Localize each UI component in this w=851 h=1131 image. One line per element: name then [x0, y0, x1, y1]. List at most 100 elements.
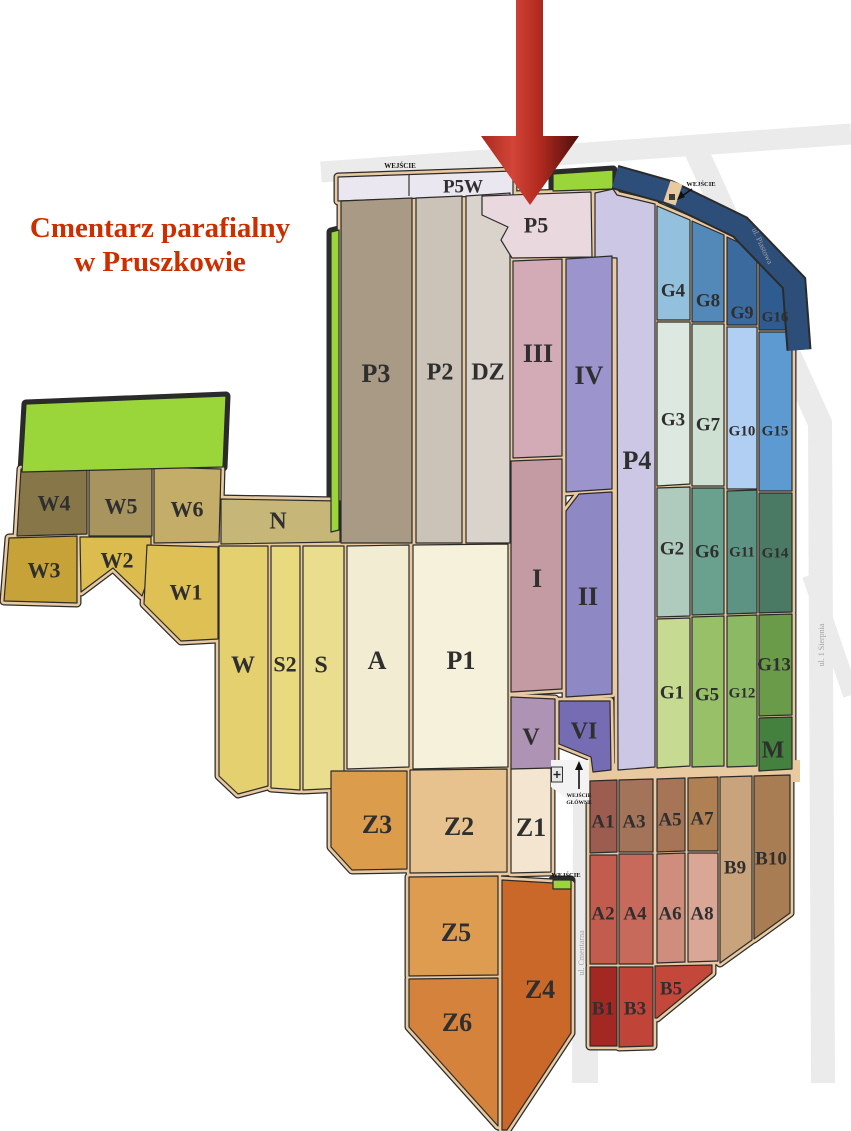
section-g7 — [691, 323, 725, 487]
section-label-a3: A3 — [622, 812, 645, 833]
section-g8 — [691, 220, 725, 323]
section-g15 — [758, 331, 793, 492]
section-label-g12: G12 — [729, 685, 756, 701]
section-g11 — [726, 489, 758, 615]
section-z1 — [510, 767, 552, 874]
section-label-dz: DZ — [471, 359, 504, 385]
green-strip-south — [552, 879, 572, 890]
section-label-p3: P3 — [362, 359, 391, 388]
section-b10 — [753, 774, 791, 940]
section-a5 — [656, 777, 686, 853]
section-label-b10: B10 — [755, 849, 787, 870]
section-s2 — [270, 545, 301, 791]
page-title-line2: w Pruszkowie — [74, 246, 246, 278]
section-label-w: W — [231, 652, 255, 678]
section-label-z6: Z6 — [442, 1008, 472, 1037]
section-label-g7: G7 — [696, 415, 721, 436]
section-fills — [3, 169, 793, 1131]
section-label-p5w: P5W — [443, 177, 483, 198]
northeast-entrance-arrowhead-icon — [677, 191, 685, 200]
section-label-g1: G1 — [660, 683, 684, 704]
main-entrance-label-line1: WEJŚCIE — [567, 791, 592, 799]
section-i — [510, 458, 563, 693]
section-label-g13: G13 — [757, 655, 791, 676]
section-label-n: N — [269, 508, 287, 534]
south-entrance-label: WEJŚCIE — [551, 871, 580, 879]
green-strip-west — [330, 229, 340, 533]
section-w — [218, 545, 269, 795]
section-w2 — [79, 536, 152, 597]
road-branch — [802, 572, 851, 698]
section-label-g4: G4 — [661, 281, 686, 302]
section-p3 — [340, 197, 413, 544]
section-label-z4: Z4 — [525, 975, 555, 1004]
section-label-w2: W2 — [101, 548, 134, 573]
section-g14 — [758, 492, 793, 614]
section-label-w6: W6 — [171, 497, 204, 522]
green-strip-north — [552, 169, 614, 192]
section-label-a8: A8 — [690, 904, 713, 925]
section-a4 — [618, 853, 654, 965]
main-entrance-arrowhead-icon — [575, 761, 583, 770]
section-n — [220, 498, 341, 545]
section-ii — [565, 491, 613, 698]
section-label-g2: G2 — [660, 539, 684, 560]
street-label-sierpnia: ul. 1 Sierpnia — [817, 623, 826, 666]
section-m — [758, 716, 793, 772]
section-g5 — [691, 615, 725, 768]
section-label-a: A — [368, 646, 387, 675]
section-label-b1: B1 — [592, 999, 614, 1020]
section-g2 — [656, 486, 691, 618]
section-label-g14: G14 — [762, 545, 789, 561]
northeast-entrance-arrow — [681, 188, 693, 197]
section-p1 — [412, 543, 509, 770]
section-g3 — [656, 321, 691, 487]
section-vi — [558, 700, 612, 773]
section-label-g15: G15 — [762, 423, 789, 439]
section-label-p5: P5 — [524, 213, 548, 238]
boundary-band — [611, 164, 812, 351]
section-label-p4: P4 — [623, 446, 652, 475]
section-label-iii: III — [523, 339, 553, 368]
section-dz — [465, 192, 511, 544]
page-title-line1: Cmentarz parafialny — [30, 212, 291, 244]
section-p5 — [481, 191, 593, 259]
section-label-z3: Z3 — [362, 810, 392, 839]
section-b9 — [719, 775, 753, 964]
section-label-vi: VI — [571, 718, 598, 744]
section-label-g10: G10 — [729, 423, 756, 439]
section-a2 — [589, 854, 618, 965]
section-label-g8: G8 — [696, 291, 720, 312]
road-north — [320, 123, 851, 183]
section-label-s: S — [314, 652, 327, 678]
section-label-g6: G6 — [695, 542, 719, 563]
section-label-a5: A5 — [658, 810, 681, 831]
section-label-g9: G9 — [730, 302, 753, 322]
section-label-z1: Z1 — [516, 813, 546, 842]
section-g12 — [726, 614, 758, 768]
section-w3 — [3, 535, 78, 604]
section-a — [346, 544, 410, 770]
you-are-here-arrow-icon — [481, 0, 579, 205]
section-p2 — [415, 195, 463, 544]
section-label-m: M — [762, 737, 785, 763]
section-label-p2: P2 — [427, 359, 454, 385]
section-g4 — [656, 205, 691, 321]
section-label-ii: II — [578, 582, 598, 611]
section-b3 — [618, 966, 654, 1048]
section-b1 — [589, 966, 618, 1047]
section-a8 — [687, 852, 719, 963]
section-label-w5: W5 — [105, 494, 138, 519]
section-g10 — [726, 326, 758, 490]
section-label-b3: B3 — [624, 999, 646, 1020]
northeast-gate-post — [669, 194, 675, 200]
section-label-g16: G16 — [762, 309, 789, 325]
map-title: Cmentarz parafialny w Pruszkowie — [30, 212, 291, 278]
section-iii — [512, 258, 563, 459]
entrances: WEJŚCIE WEJŚCIE WEJŚCIE GŁÓWNE WEJŚCIE — [384, 162, 715, 879]
section-label-i: I — [532, 564, 542, 593]
section-g6 — [691, 487, 725, 616]
street-label-cmentarna: ul. Cmentarna — [577, 930, 586, 976]
